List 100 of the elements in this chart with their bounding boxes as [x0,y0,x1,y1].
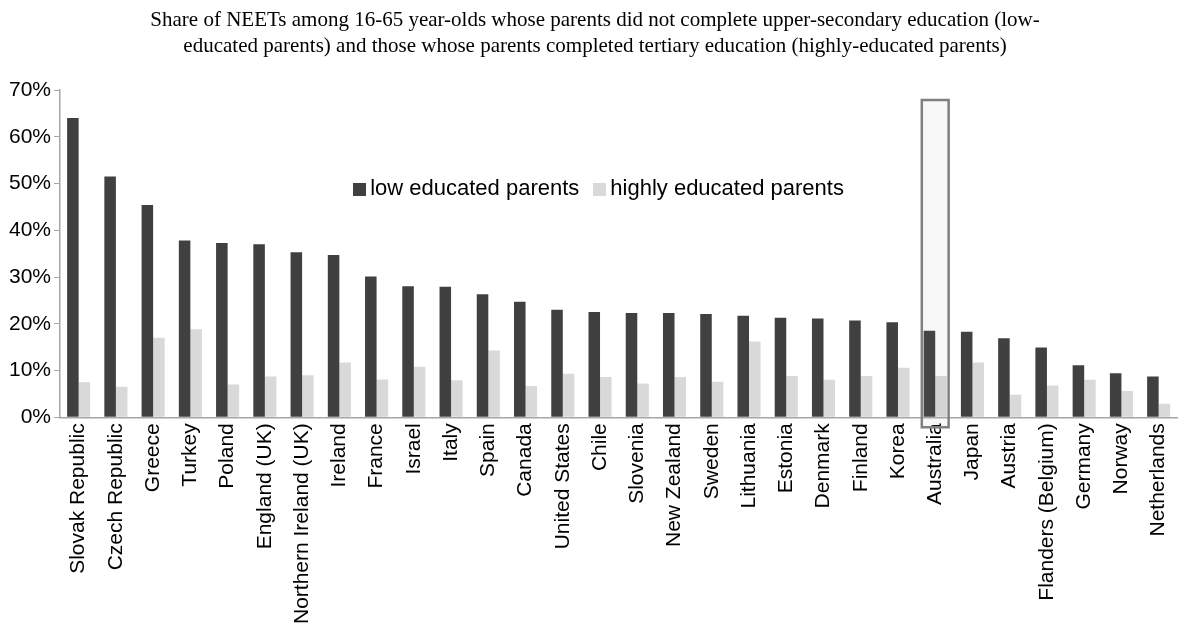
bar [700,313,712,417]
bar [488,350,500,417]
bar [376,379,389,417]
x-tick-label: Australia [922,422,946,505]
bar [264,376,277,417]
bar [104,176,116,417]
bar [1009,394,1022,417]
bar [227,384,240,417]
x-tick-label: Israel [400,423,424,475]
y-tick-label: 30% [9,263,52,287]
bar [774,317,787,417]
x-tick-label: Northern Ireland (UK) [288,423,312,625]
x-tick-label: Finland [847,423,871,493]
bar [327,255,340,417]
x-tick-label: Norway [1108,422,1132,495]
x-tick-label: Spain [475,423,499,477]
bar [178,240,191,417]
y-tick-label: 60% [9,123,52,147]
legend-label: highly educated parents [609,175,844,201]
x-tick-label: New Zealand [661,423,685,547]
bar [141,205,154,417]
bar [551,309,563,417]
x-tick-label: Greece [139,423,163,493]
bar [1121,391,1133,417]
bar [662,313,675,417]
y-tick-label: 10% [9,357,52,381]
x-tick-label: England (UK) [251,423,275,550]
x-tick-label: Italy [437,422,461,462]
bar [1158,403,1171,417]
bar [923,330,936,417]
bar [413,366,426,417]
bar [402,286,414,417]
x-tick-label: Czech Republic [102,423,126,571]
y-tick-label: 40% [9,217,52,241]
bar [849,320,861,417]
x-tick-label: Sweden [698,423,722,500]
bar [886,322,898,417]
bar [67,118,79,417]
legend-label: low educated parents [369,175,580,201]
x-tick-label: Slovak Republic [65,423,89,574]
x-tick-label: Korea [884,422,908,480]
x-tick-label: Denmark [810,422,834,509]
bar [562,373,575,417]
x-tick-label: Japan [959,423,983,481]
bar [625,313,638,417]
bar [1046,385,1059,417]
bar [711,381,724,417]
x-tick-label: Netherlands [1145,423,1169,537]
x-tick-label: Slovenia [624,422,648,504]
bar [786,376,798,417]
y-tick-label: 20% [9,310,52,334]
y-tick-label: 50% [9,170,52,194]
x-tick-label: Flanders (Belgium) [1033,423,1057,601]
bar [1109,373,1122,417]
bar [737,315,750,417]
bar [588,312,601,417]
x-tick-label: Austria [996,422,1020,489]
bar [514,301,526,417]
x-tick-label: Turkey [177,422,201,487]
bar [1084,379,1096,417]
bar [998,338,1010,417]
bar [1035,347,1047,417]
bar [302,375,314,417]
bar [451,380,463,417]
y-tick-label: 70% [9,76,52,100]
bar [476,294,489,417]
bar [190,329,202,417]
bar [78,382,91,417]
bar [674,377,687,417]
bar [860,376,873,417]
x-tick-label: France [363,423,387,489]
x-tick-label: Lithuania [735,422,759,509]
bar [749,341,761,417]
bar [600,377,612,417]
bar [525,385,538,417]
bar [935,376,947,417]
bar [253,244,265,417]
bar [960,331,973,417]
bar [290,252,303,417]
bar [972,362,984,417]
bar [637,383,649,417]
x-tick-label: Poland [214,423,238,489]
y-tick-label: 0% [20,404,52,428]
bar [897,367,910,417]
x-tick-label: Estonia [773,422,797,494]
bar [365,276,377,417]
x-tick-label: United States [549,423,573,550]
x-tick-label: Chile [586,423,610,472]
bar [823,379,836,417]
bar [439,286,452,417]
bar [216,242,228,417]
bar [153,337,165,417]
chart-title: Share of NEETs among 16-65 year-olds whose parents did not complete upper-secondary education (low-educated parents) and those whose parents completed tertiary education (highly-educated parents) [149,6,1041,58]
bar [811,318,824,417]
bar [1072,365,1085,417]
x-tick-label: Germany [1070,422,1094,510]
bar [115,386,128,417]
x-tick-label: Canada [512,422,536,497]
bar [339,362,351,417]
x-tick-label: Ireland [326,423,350,488]
